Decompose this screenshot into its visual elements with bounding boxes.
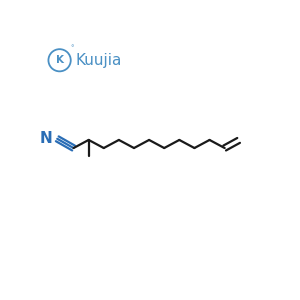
Text: N: N bbox=[39, 130, 52, 146]
Text: °: ° bbox=[70, 45, 74, 51]
Text: K: K bbox=[56, 55, 64, 65]
Text: Kuujia: Kuujia bbox=[76, 53, 122, 68]
